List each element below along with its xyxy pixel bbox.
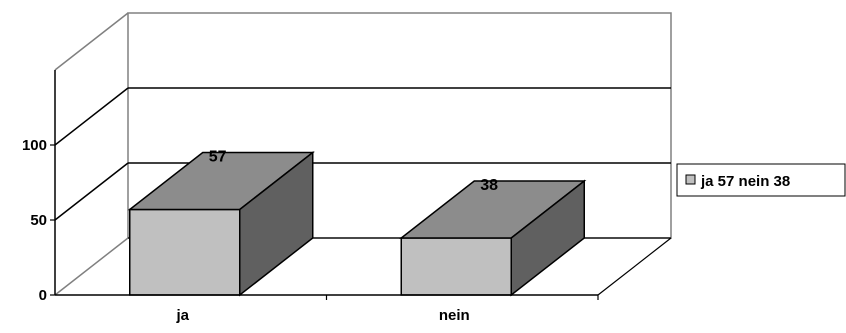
legend: ja 57 nein 38 <box>676 163 846 197</box>
gridline-side <box>54 87 129 146</box>
legend-swatch <box>685 174 696 185</box>
bar-side <box>510 179 585 297</box>
side-wall-bottom-edge <box>54 237 129 296</box>
bar-ja <box>127 150 315 297</box>
gridline-side <box>54 162 129 221</box>
axes <box>50 70 599 300</box>
labels: 57 ja 38 nein 0 50 100 <box>22 137 498 324</box>
y-tick-label: 100 <box>22 137 47 154</box>
y-tick-label: 50 <box>30 212 47 229</box>
bar-front <box>129 208 241 296</box>
floor-right-edge <box>597 237 672 296</box>
x-tick-label: nein <box>439 307 470 324</box>
bar-side <box>239 150 314 297</box>
data-label: 57 <box>209 149 227 166</box>
legend-box <box>676 163 846 197</box>
legend-label: ja 57 nein 38 <box>700 173 790 190</box>
side-wall-top-edge <box>54 12 129 71</box>
bars <box>127 150 587 297</box>
y-tick-label: 0 <box>39 287 47 304</box>
bar-front <box>400 237 512 296</box>
data-label: 38 <box>480 177 498 194</box>
x-tick-label: ja <box>175 307 189 324</box>
bar-nein <box>399 179 587 297</box>
